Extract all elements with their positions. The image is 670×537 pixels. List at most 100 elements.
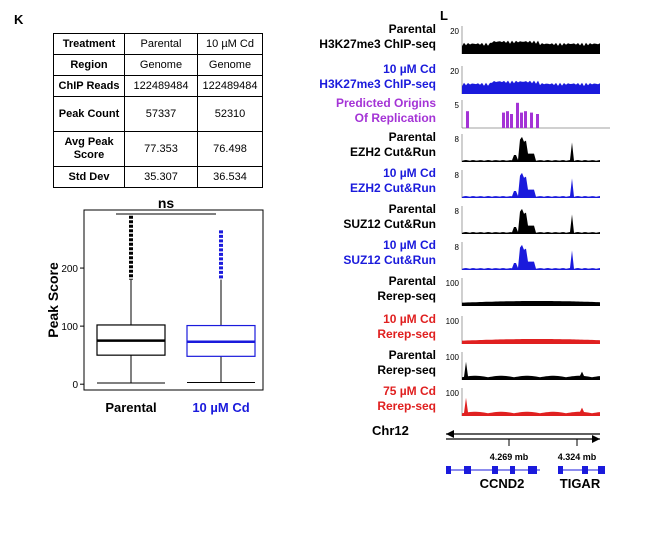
category-label: Parental: [105, 400, 156, 415]
track-scale: 8: [455, 135, 460, 144]
track-label-line1: Parental: [388, 348, 436, 362]
gene-exon: [464, 466, 471, 474]
table-row-header: Peak Count: [53, 96, 125, 132]
gene-exon: [558, 466, 563, 474]
track-label-line2: Rerep-seq: [377, 399, 436, 413]
table-row-header: Treatment: [53, 33, 125, 55]
track-label: Parental Rerep-seq: [377, 274, 436, 304]
table-row: Peak Count 57337 52310: [53, 96, 263, 132]
track-scale: 100: [446, 353, 460, 362]
gene-exon: [582, 466, 588, 474]
track-signal: [462, 361, 600, 380]
table-row-header: Avg Peak Score: [53, 131, 125, 167]
table-cell: 122489484: [124, 75, 198, 97]
y-tick-label: 0: [72, 380, 78, 391]
track-label-line1: 10 µM Cd: [383, 312, 436, 326]
table-cell: Genome: [124, 54, 198, 76]
gene-label: TIGAR: [560, 476, 601, 490]
track-label-line2: SUZ12 Cut&Run: [343, 217, 436, 231]
category-label: 10 µM Cd: [192, 400, 249, 415]
track-label-line2: H3K27me3 ChIP-seq: [319, 37, 436, 51]
track-label-line2: Rerep-seq: [377, 289, 436, 303]
track-scale: 8: [455, 243, 460, 252]
track-signal: [462, 208, 600, 234]
track-label-line1: Parental: [388, 22, 436, 36]
table-cell: Genome: [197, 54, 263, 76]
track-label: 10 µM Cd Rerep-seq: [377, 312, 436, 342]
summary-table: Treatment Parental 10 µM Cd Region Genome Gen…: [53, 33, 263, 188]
track-label-line2: Of Replication: [354, 111, 436, 125]
origin-bar: [510, 114, 513, 128]
track-label-line2: SUZ12 Cut&Run: [343, 253, 436, 267]
coordinate-label: 4.269 mb: [490, 452, 529, 462]
origin-bar: [536, 114, 539, 128]
table-row-header: Region: [53, 54, 125, 76]
gene-exon: [492, 466, 498, 474]
track-label: 10 µM Cd H3K27me3 ChIP-seq: [319, 62, 436, 92]
track-label: 75 µM Cd Rerep-seq: [377, 384, 436, 414]
track-scale: 100: [446, 317, 460, 326]
track-scale: 8: [455, 207, 460, 216]
track-label-line2: Rerep-seq: [377, 363, 436, 377]
table-cell: 35.307: [124, 166, 198, 188]
significance-label: ns: [158, 195, 175, 211]
track-label-line1: Parental: [388, 274, 436, 288]
track-label-line2: Rerep-seq: [377, 327, 436, 341]
arrow-right-icon: [592, 435, 600, 443]
track-label: Parental H3K27me3 ChIP-seq: [319, 22, 436, 52]
track-label: 10 µM Cd SUZ12 Cut&Run: [343, 238, 436, 268]
y-axis-label: Peak Score: [45, 262, 61, 338]
gene-exon: [510, 466, 515, 474]
track-label-line2: EZH2 Cut&Run: [350, 145, 436, 159]
track-scale: 20: [450, 27, 459, 36]
panel-l-label: L: [440, 8, 448, 23]
table-cell: 36.534: [197, 166, 263, 188]
track-label: Parental Rerep-seq: [377, 348, 436, 378]
track-label-line1: 10 µM Cd: [383, 62, 436, 76]
track-signal: [462, 172, 600, 198]
track-label: Parental EZH2 Cut&Run: [350, 130, 436, 160]
y-tick-label: 200: [61, 264, 78, 275]
track-label-line1: Parental: [388, 202, 436, 216]
origin-bar: [516, 102, 519, 128]
track-scale: 100: [446, 279, 460, 288]
origin-bar: [506, 111, 509, 128]
y-tick-label: 100: [61, 322, 78, 333]
track-signal: [462, 301, 600, 306]
table-cell: 122489484: [197, 75, 263, 97]
track-signal: [462, 80, 600, 94]
origin-bar: [520, 112, 523, 128]
gene-exon: [528, 466, 537, 474]
track-label-line1: Parental: [388, 130, 436, 144]
gene-label: CCND2: [480, 476, 525, 490]
genome-browser: 20 20 5 8 8 8 8 100 100 100 100 4.269 mb 4.324 mb CCN…: [446, 26, 610, 490]
panel-k-label: K: [14, 12, 24, 27]
coordinate-label: 4.324 mb: [558, 452, 597, 462]
origin-bar: [466, 111, 469, 128]
track-label-line1: 10 µM Cd: [383, 238, 436, 252]
track-signal: [462, 397, 600, 416]
table-row: ChIP Reads 122489484 122489484: [53, 75, 263, 97]
gene-exon: [598, 466, 605, 474]
chromosome-label: Chr12: [372, 423, 409, 438]
track-label-line2: EZH2 Cut&Run: [350, 181, 436, 195]
table-row: Treatment Parental 10 µM Cd: [53, 33, 263, 55]
table-cell: Parental: [124, 33, 198, 55]
table-row: Avg Peak Score 77.353 76.498: [53, 131, 263, 167]
track-label: 10 µM Cd EZH2 Cut&Run: [350, 166, 436, 196]
track-signal: [462, 244, 600, 270]
origin-bar: [530, 112, 533, 128]
table-cell: 57337: [124, 96, 198, 132]
table-cell: 10 µM Cd: [197, 33, 263, 55]
track-scale: 8: [455, 171, 460, 180]
table-cell: 76.498: [197, 131, 263, 167]
table-row: Std Dev 35.307 36.534: [53, 166, 263, 188]
track-signal: [462, 136, 600, 162]
gene-exon: [446, 466, 451, 474]
track-scale: 20: [450, 67, 459, 76]
track-signal: [462, 40, 600, 54]
track-scale: 100: [446, 389, 460, 398]
table-row-header: ChIP Reads: [53, 75, 125, 97]
origin-bar: [524, 111, 527, 128]
